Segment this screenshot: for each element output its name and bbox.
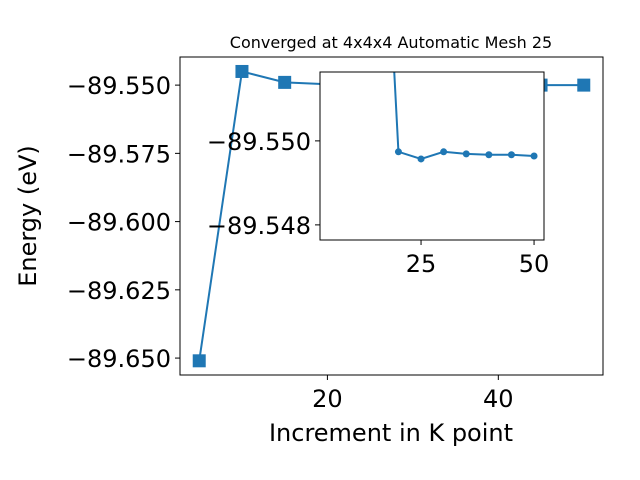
y-tick-label: −89.575	[67, 140, 171, 168]
y-tick-label: −89.650	[67, 345, 171, 373]
data-point	[278, 75, 292, 89]
data-point	[440, 148, 448, 156]
data-point	[530, 152, 538, 160]
plot-frame	[319, 71, 545, 241]
y-tick-label: −89.550	[67, 72, 171, 100]
plot-frame	[179, 56, 604, 376]
data-point	[577, 78, 591, 92]
data-point	[192, 354, 206, 368]
y-tick-label: −89.548	[207, 212, 311, 240]
data-point	[507, 151, 515, 159]
y-tick-label: −89.625	[67, 277, 171, 305]
x-tick-label: 40	[483, 385, 514, 413]
x-axis-label: Increment in K point	[269, 419, 513, 447]
x-tick-label: 25	[406, 250, 437, 278]
data-point	[394, 148, 402, 156]
data-line	[393, 72, 535, 160]
y-tick-label: −89.600	[67, 209, 171, 237]
y-axis-label: Energy (eV)	[14, 145, 42, 287]
x-tick-label: 20	[312, 385, 343, 413]
data-point	[235, 64, 249, 78]
chart-title: Converged at 4x4x4 Automatic Mesh 25	[230, 33, 552, 52]
data-point	[462, 150, 470, 158]
y-tick-label: −89.550	[207, 128, 311, 156]
data-point	[417, 155, 425, 163]
data-point	[485, 151, 493, 159]
x-tick-label: 50	[519, 250, 550, 278]
